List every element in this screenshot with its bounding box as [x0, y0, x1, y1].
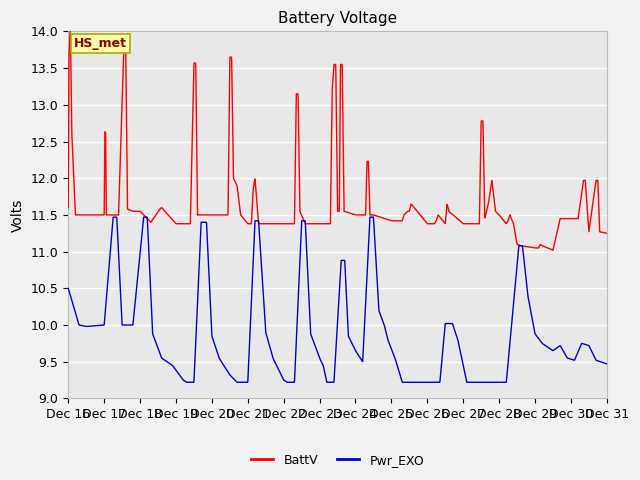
Y-axis label: Volts: Volts: [11, 198, 25, 232]
Title: Battery Voltage: Battery Voltage: [278, 11, 397, 26]
Legend: BattV, Pwr_EXO: BattV, Pwr_EXO: [246, 449, 429, 472]
Text: HS_met: HS_met: [74, 37, 127, 50]
